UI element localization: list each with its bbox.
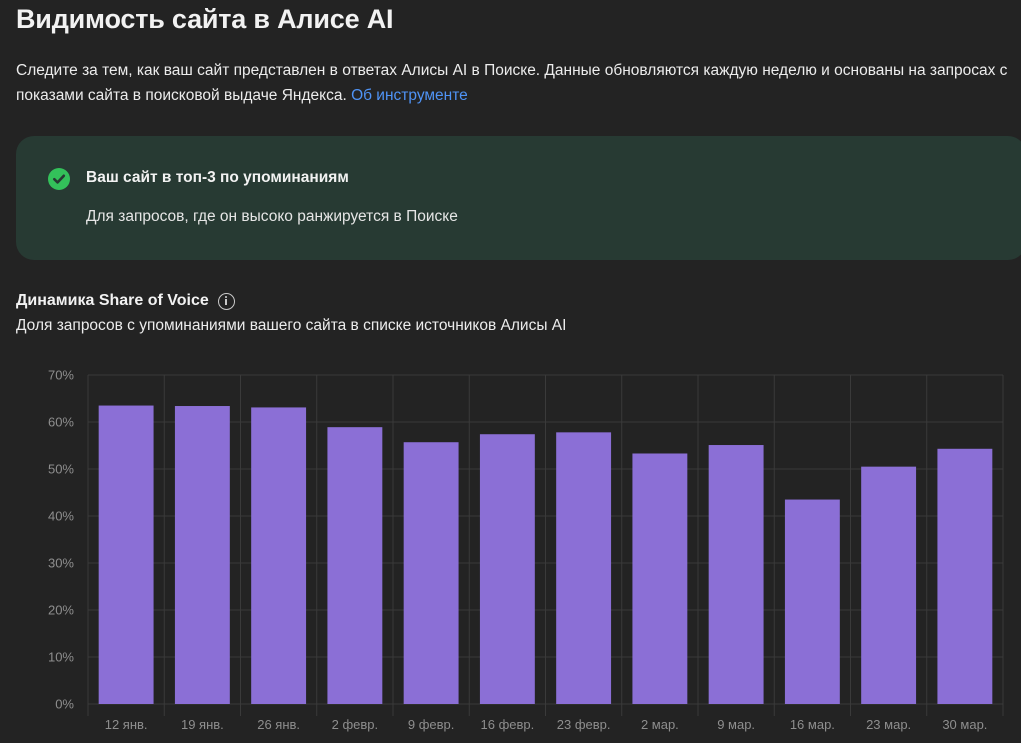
share-of-voice-chart: 0% 10% 20% 30% 40% 50% 60% 70% 12 янв. 19 янв. 26 … [48,368,1004,732]
bar [556,432,612,704]
y-tick-label: 10% [48,650,74,665]
chart-subtitle: Доля запросов с упоминаниями вашего сайт… [16,317,567,334]
status-title: Ваш сайт в топ-3 по упоминаниям [86,169,349,186]
status-card: Ваш сайт в топ-3 по упоминаниям Для запр… [16,136,1021,260]
x-tick-label: 16 февр. [481,717,535,732]
x-tick-label: 2 февр. [332,717,379,732]
y-tick-label: 30% [48,556,74,571]
bar [784,499,840,704]
bar [479,434,535,704]
chart-section-title: Динамика Share of Voice [16,292,235,310]
bar [708,445,764,704]
bar [251,407,307,704]
y-tick-label: 50% [48,462,74,477]
bar [632,453,688,704]
x-tick-label: 12 янв. [105,717,148,732]
info-icon[interactable] [217,292,235,310]
page-description: Следите за тем, как ваш сайт представлен… [16,58,1011,108]
bar [861,466,917,704]
description-text: Следите за тем, как ваш сайт представлен… [16,62,1008,104]
page-title: Видимость сайта в Алисе AI [16,4,394,34]
y-tick-label: 70% [48,368,74,383]
y-tick-label: 40% [48,509,74,524]
x-tick-label: 9 мар. [717,717,755,732]
status-subtitle: Для запросов, где он высоко ранжируется … [86,208,458,225]
y-tick-label: 0% [55,697,74,712]
chart-title: Динамика Share of Voice [16,292,209,309]
x-tick-label: 19 янв. [181,717,224,732]
bar [937,448,993,704]
check-circle-icon [48,168,70,190]
x-tick-label: 23 мар. [866,717,911,732]
x-tick-label: 23 февр. [557,717,611,732]
bar [403,442,459,704]
x-tick-label: 16 мар. [790,717,835,732]
bar [174,406,230,704]
x-tick-label: 30 мар. [942,717,987,732]
y-tick-label: 60% [48,415,74,430]
x-tick-label: 26 янв. [257,717,300,732]
x-tick-label: 9 февр. [408,717,455,732]
about-tool-link[interactable]: Об инструменте [351,87,468,104]
bar [98,405,154,704]
bar [327,427,383,704]
x-tick-label: 2 мар. [641,717,679,732]
y-tick-label: 20% [48,603,74,618]
